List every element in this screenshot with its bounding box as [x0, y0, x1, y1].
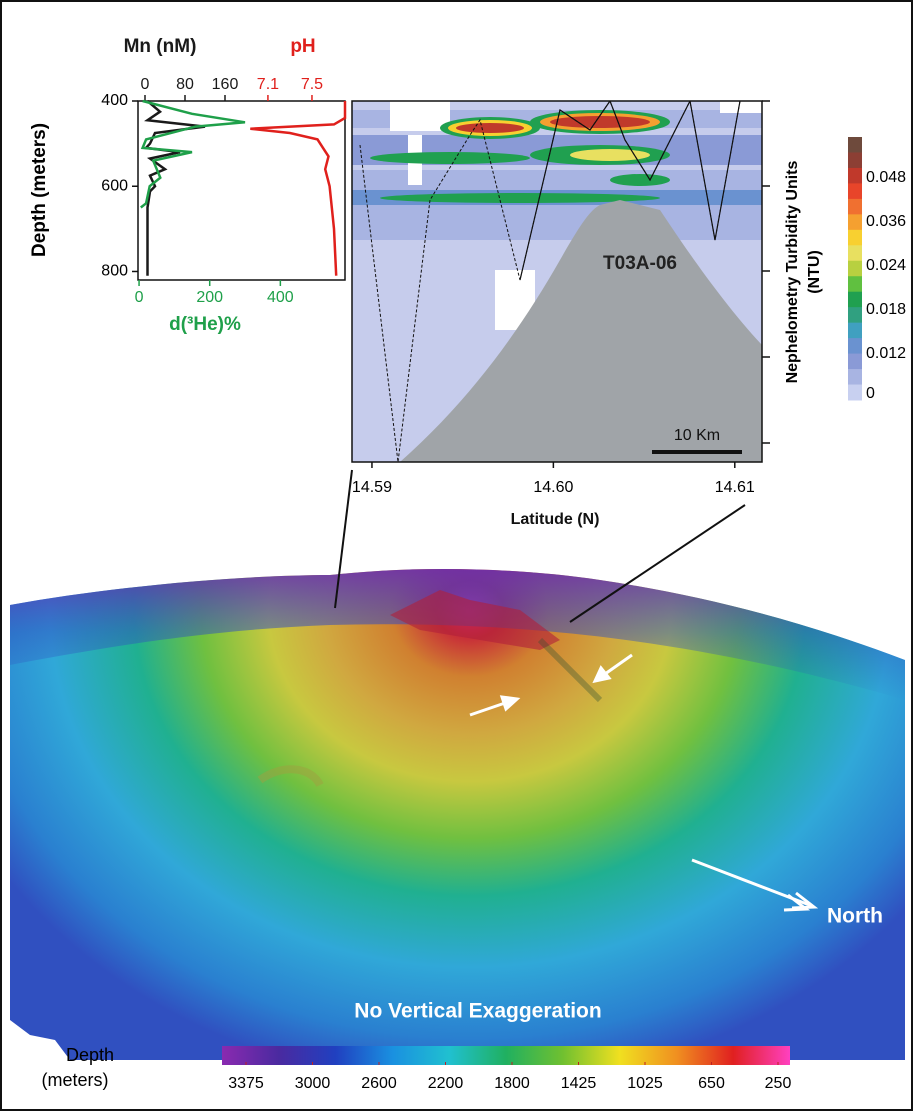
- colorbar-title: (NTU): [806, 250, 823, 294]
- colorbar-swatch: [848, 245, 862, 261]
- colorbar-swatch: [848, 307, 862, 323]
- depth-tick-label: 1425: [561, 1075, 597, 1092]
- depth-tick-label: 3000: [295, 1075, 331, 1092]
- colorbar-tick-label: 0: [866, 385, 875, 402]
- colorbar-tick-label: 0.018: [866, 301, 906, 318]
- depth-tick-label: 2200: [428, 1075, 464, 1092]
- colorbar-swatch: [848, 369, 862, 385]
- north-label: North: [827, 905, 883, 928]
- x-tick-label: 7.1: [257, 76, 279, 93]
- colorbar-swatch: [848, 385, 862, 401]
- colorbar-swatch: [848, 199, 862, 215]
- x-tick-label: 80: [176, 76, 194, 93]
- axis-title: pH: [290, 36, 315, 57]
- depth-tick-label: 1800: [494, 1075, 530, 1092]
- colorbar-tick-label: 0.036: [866, 213, 906, 230]
- axis-title: Mn (nM): [124, 36, 197, 57]
- colorbar-swatch: [848, 183, 862, 199]
- colorbar-swatch: [848, 338, 862, 354]
- x-tick-label: 0: [141, 76, 150, 93]
- page: No Vertical Exaggeration North T03A-06 1…: [0, 0, 913, 1116]
- colorbar-swatch: [848, 276, 862, 292]
- depth-bar-title: Depth: [66, 1045, 114, 1065]
- x-tick-label: 400: [267, 289, 294, 306]
- x-axis-title: Latitude (N): [511, 511, 600, 528]
- colorbar-tick-label: 0.012: [866, 345, 906, 362]
- axis-title: d(³He)%: [169, 314, 241, 335]
- scale-bar-label: 10 Km: [674, 427, 720, 444]
- depth-tick-label: 3375: [228, 1075, 264, 1092]
- station-label: T03A-06: [603, 253, 677, 274]
- depth-tick-label: 1025: [627, 1075, 663, 1092]
- depth-tick-label: 2600: [361, 1075, 397, 1092]
- depth-colorbar: [222, 1046, 790, 1065]
- colorbar-title: Nephelometry Turbidity Units: [784, 160, 801, 383]
- x-tick-label: 160: [212, 76, 239, 93]
- y-tick-label: 400: [101, 92, 128, 109]
- section-image: [352, 101, 762, 462]
- colorbar-swatch: [848, 137, 862, 153]
- y-tick-label: 800: [101, 263, 128, 280]
- colorbar-swatch: [848, 152, 862, 168]
- figure: No Vertical Exaggeration North T03A-06 1…: [0, 0, 913, 1111]
- colorbar-swatch: [848, 292, 862, 308]
- x-tick-label: 7.5: [301, 76, 323, 93]
- colorbar-tick-label: 0.048: [866, 169, 906, 186]
- x-tick-label: 14.59: [352, 479, 392, 496]
- colorbar-swatch: [848, 214, 862, 230]
- colorbar-swatch: [848, 323, 862, 339]
- colorbar-swatch: [848, 261, 862, 277]
- profile-frame: [138, 101, 345, 280]
- depth-tick-label: 650: [698, 1075, 725, 1092]
- y-tick-label: 600: [101, 177, 128, 194]
- depth-bar-title: (meters): [42, 1070, 109, 1090]
- x-tick-label: 14.60: [533, 479, 573, 496]
- x-tick-label: 0: [135, 289, 144, 306]
- x-tick-label: 200: [196, 289, 223, 306]
- profile-line: [141, 101, 245, 208]
- section-depth-ticks: [762, 101, 770, 443]
- colorbar-tick-label: 0.024: [866, 257, 906, 274]
- profile-line: [250, 101, 345, 276]
- bathymetry: [10, 569, 905, 1060]
- colorbar-swatch: [848, 230, 862, 246]
- depth-tick-label: 250: [765, 1075, 792, 1092]
- map-caption: No Vertical Exaggeration: [354, 1000, 601, 1023]
- colorbar-swatch: [848, 354, 862, 370]
- x-tick-label: 14.61: [715, 479, 755, 496]
- colorbar-swatch: [848, 168, 862, 184]
- y-axis-title: Depth (meters): [29, 123, 50, 257]
